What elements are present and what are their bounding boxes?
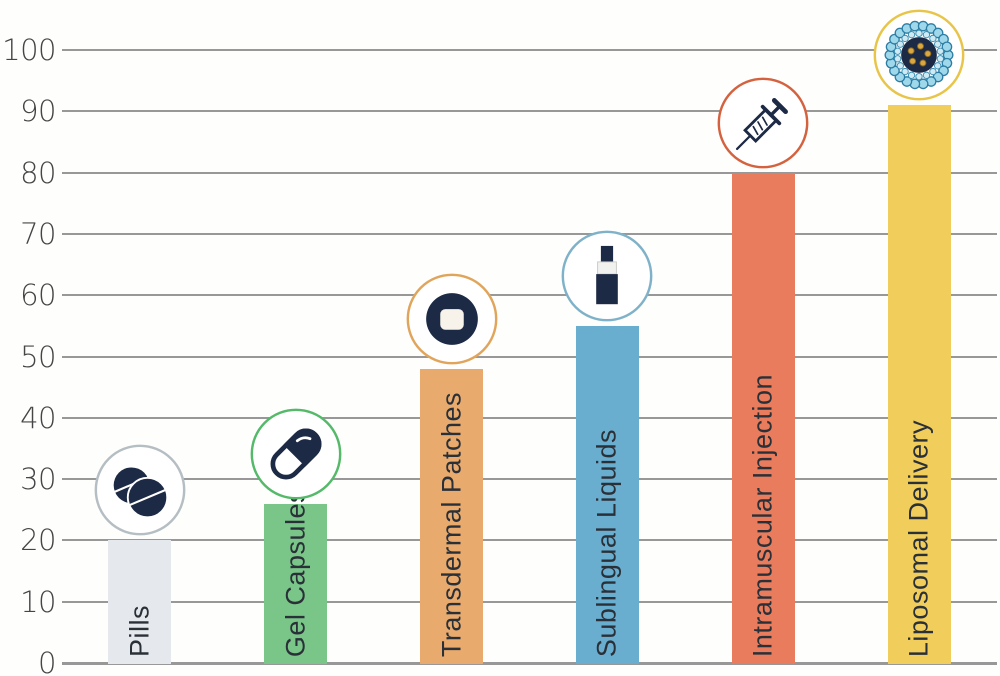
pills-icon [94,444,186,536]
y-axis-tick-label: 10 [20,584,56,619]
liposome-icon [873,9,965,101]
bar-label: Sublingual Liquids [591,428,622,657]
gridline-30 [62,478,997,481]
gridline-50 [62,355,997,358]
bar-label: Transdermal Patches [436,391,467,657]
bar-label: Liposomal Delivery [903,419,934,657]
syringe-icon [717,77,809,168]
y-axis-tick-label: 90 [20,94,56,129]
gridline-80 [62,171,997,174]
gridline-10 [62,600,997,603]
capsule-icon [250,408,342,500]
bar: Pills [108,540,172,664]
bar: Gel Capsules [264,489,328,664]
gridline-70 [62,232,997,235]
bar-label: Gel Capsules [280,488,311,657]
bar: Sublingual Liquids [575,325,639,664]
y-axis-tick-label: 0 [38,646,56,676]
gridline-20 [62,539,997,542]
bar: Liposomal Delivery [887,105,951,664]
bar: Transdermal Patches [420,368,484,664]
y-axis-tick-label: 70 [20,216,56,251]
bar: Intramuscular Injection [731,172,795,664]
bar-label: Intramuscular Injection [747,373,778,657]
gridline-40 [62,416,997,419]
y-axis-tick-label: 50 [20,339,56,374]
y-axis-tick-label: 40 [20,400,56,435]
spray-bottle-icon [562,230,653,322]
y-axis-tick-label: 100 [2,33,56,67]
y-axis-tick-label: 20 [20,523,56,558]
gridline-100 [62,49,997,51]
y-axis-tick-label: 80 [20,155,56,190]
patch-icon [406,273,497,365]
bar-label: Pills [124,604,155,657]
y-axis-tick-label: 30 [20,462,56,497]
gridline-0 [62,662,997,665]
y-axis-tick-label: 60 [20,278,56,313]
gridline-90 [62,110,997,113]
gridline-60 [62,294,997,297]
